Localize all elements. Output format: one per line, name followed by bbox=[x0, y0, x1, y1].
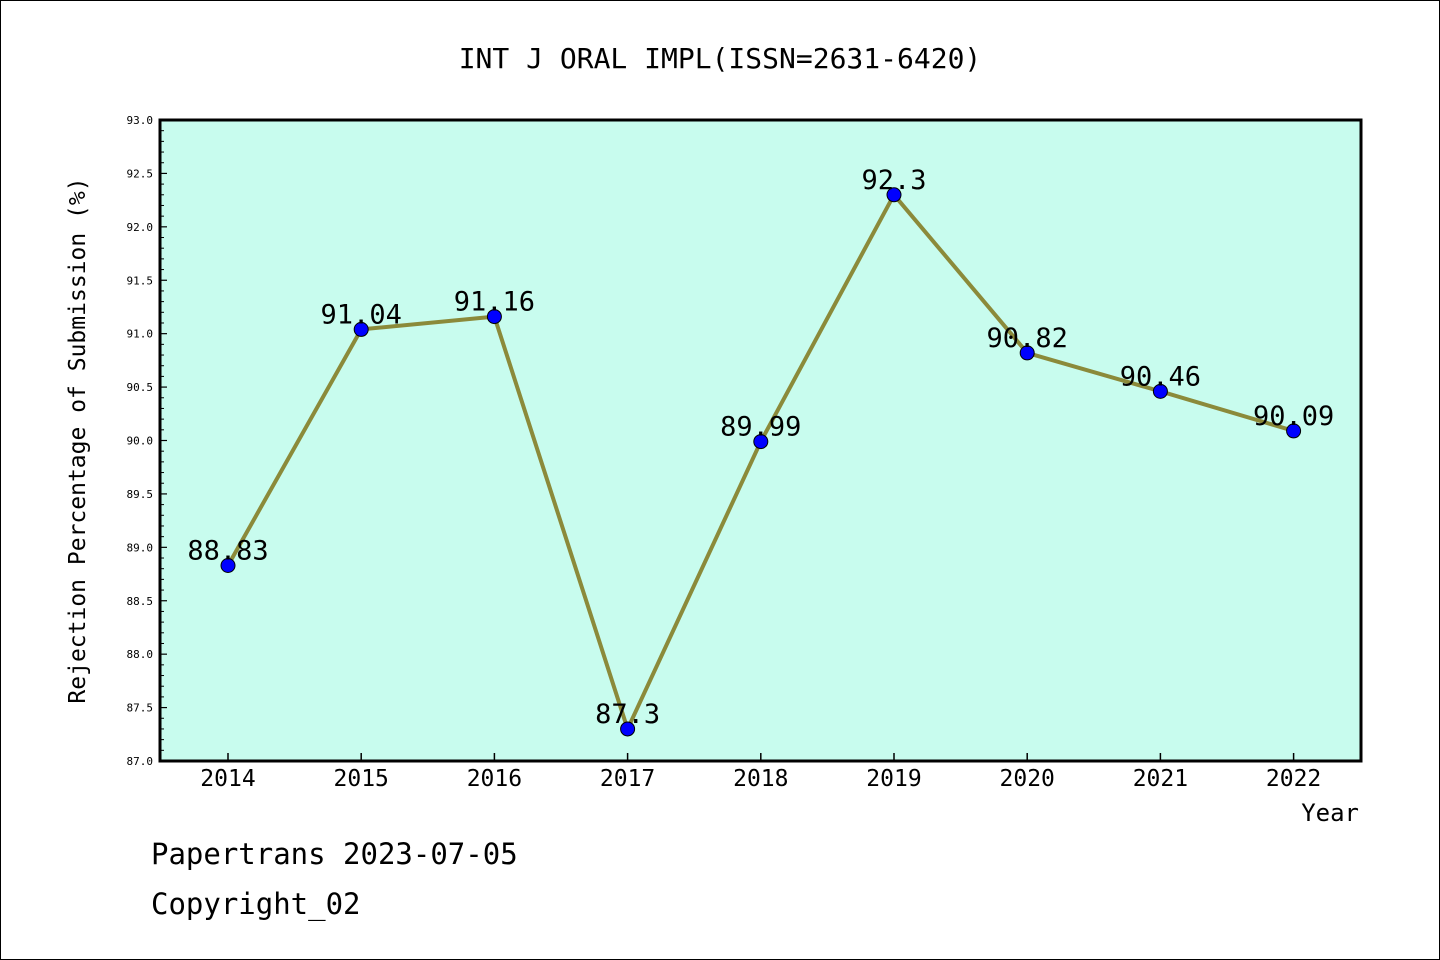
y-tick-label: 92.5 bbox=[127, 167, 154, 180]
x-tick-label: 2017 bbox=[600, 766, 655, 792]
data-label: 90.46 bbox=[1120, 361, 1201, 392]
data-point bbox=[1286, 423, 1302, 439]
data-label: 92.3 bbox=[861, 165, 926, 196]
y-tick-label: 91.0 bbox=[127, 328, 154, 341]
data-point bbox=[353, 321, 369, 337]
data-point bbox=[753, 434, 769, 450]
x-axis-label: Year bbox=[1301, 799, 1359, 827]
x-tick-label: 2019 bbox=[866, 766, 921, 792]
y-tick-label: 89.0 bbox=[127, 541, 154, 554]
x-tick-label: 2015 bbox=[334, 766, 389, 792]
data-label: 91.16 bbox=[454, 287, 535, 318]
data-label: 90.82 bbox=[987, 323, 1068, 354]
y-tick-label: 92.0 bbox=[127, 221, 154, 234]
y-tick-label: 88.5 bbox=[127, 595, 154, 608]
y-tick-label: 90.5 bbox=[127, 381, 154, 394]
series-layer: 88.83 91.04 91.16 87.3 89.99 92.3 90.82 90.46 90… bbox=[187, 165, 1334, 737]
y-axis-label: Rejection Percentage of Submission (%) bbox=[65, 177, 91, 703]
data-point bbox=[886, 187, 902, 203]
data-label: 90.09 bbox=[1253, 401, 1334, 432]
data-point bbox=[620, 721, 636, 737]
data-label: 88.83 bbox=[187, 535, 268, 566]
footer-credit: Papertrans 2023-07-05 bbox=[151, 837, 518, 871]
y-tick-label: 88.0 bbox=[127, 648, 154, 661]
y-tick-label: 87.5 bbox=[127, 702, 154, 715]
data-label: 87.3 bbox=[595, 699, 660, 730]
x-tick-label: 2018 bbox=[733, 766, 788, 792]
data-point bbox=[486, 309, 502, 325]
y-tick-label: 93.0 bbox=[127, 114, 154, 127]
data-point bbox=[1019, 345, 1035, 361]
y-tick-label: 87.0 bbox=[127, 755, 154, 768]
y-axis: 87.0 87.5 88.0 88.5 89.0 89.5 90.0 90.5 91.0 91.5… bbox=[127, 114, 167, 768]
x-tick-label: 2014 bbox=[200, 766, 255, 792]
data-point bbox=[220, 557, 236, 573]
chart-title: INT J ORAL IMPL(ISSN=2631-6420) bbox=[459, 42, 982, 75]
data-label: 89.99 bbox=[720, 412, 801, 443]
data-point bbox=[1152, 383, 1168, 399]
x-tick-label: 2022 bbox=[1266, 766, 1321, 792]
y-tick-label: 91.5 bbox=[127, 274, 154, 287]
x-axis: 2014 2015 2016 2017 2018 2019 2020 2021 2022 bbox=[200, 753, 1321, 792]
y-tick-label: 90.0 bbox=[127, 435, 154, 448]
x-tick-label: 2016 bbox=[467, 766, 522, 792]
data-label: 91.04 bbox=[321, 299, 402, 330]
x-tick-label: 2021 bbox=[1133, 766, 1188, 792]
y-tick-label: 89.5 bbox=[127, 488, 154, 501]
x-tick-label: 2020 bbox=[1000, 766, 1055, 792]
footer-copyright: Copyright_02 bbox=[151, 887, 361, 921]
